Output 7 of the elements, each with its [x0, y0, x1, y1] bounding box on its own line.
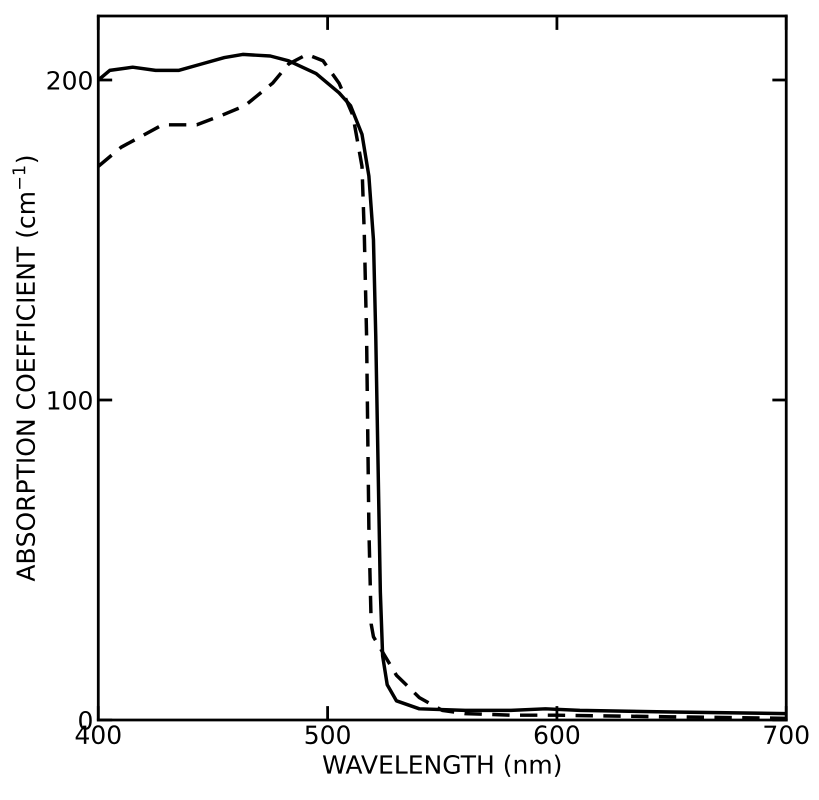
x-tick-label: 600 [534, 725, 580, 744]
y-tick-label: 200 [48, 70, 92, 90]
x-tick-label: 500 [306, 725, 350, 744]
x-axis-title: WAVELENGTH (nm) [322, 754, 560, 777]
y-axis-title: ABSORPTION COEFFICIENT (cm$^{−1}$) [12, 156, 38, 582]
y-tick-label: 100 [48, 390, 92, 410]
x-tick-label: 700 [764, 725, 808, 744]
